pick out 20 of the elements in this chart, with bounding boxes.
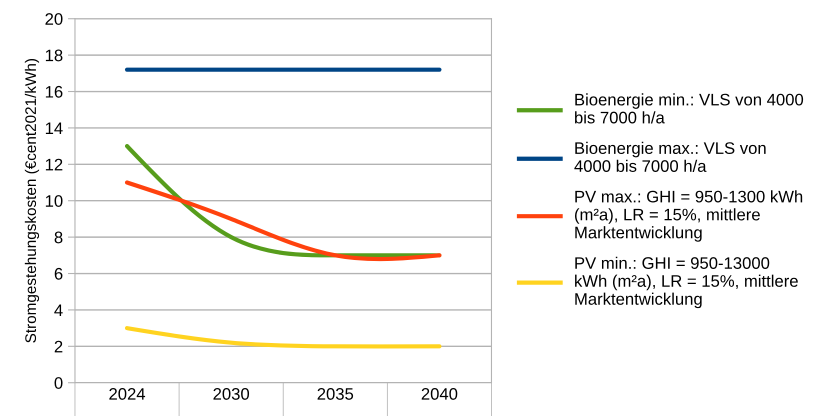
- y-tick-label: 10: [46, 195, 63, 207]
- y-tick-label: 18: [46, 50, 62, 62]
- y-tick-label: 16: [46, 86, 62, 98]
- legend-label: Bioenergie min.: VLS von 4000 bis 7000 h/a: [575, 93, 804, 124]
- x-tick-label: 2040: [422, 388, 458, 400]
- y-tick-label: 2: [54, 340, 62, 352]
- x-tick-label: 2035: [318, 388, 354, 400]
- legend-label: PV max.: GHI = 950-1300 kWh (m²a), LR = 15%, mittlere Marktentwicklung: [575, 190, 802, 242]
- y-axis-title: Stromgestehungskosten (€cent2021/kWh): [24, 58, 40, 343]
- y-tick-label: 14: [46, 122, 63, 134]
- legend-label: PV min.: GHI = 950-13000 kWh (m²a), LR = 15%, mittlere Marktentwicklung: [575, 256, 798, 308]
- y-tick-label: 8: [54, 232, 62, 244]
- y-tick-label: 20: [45, 13, 63, 25]
- legend-label: Bioenergie max.: VLS von 4000 bis 7000 h/a: [574, 142, 766, 172]
- y-tick-label: 4: [54, 304, 63, 316]
- x-tick-label: 2024: [109, 388, 146, 400]
- y-tick-label: 0: [54, 377, 63, 389]
- x-tick-label: 2030: [213, 388, 250, 400]
- y-tick-label: 12: [46, 158, 62, 170]
- y-tick-label: 6: [54, 268, 62, 280]
